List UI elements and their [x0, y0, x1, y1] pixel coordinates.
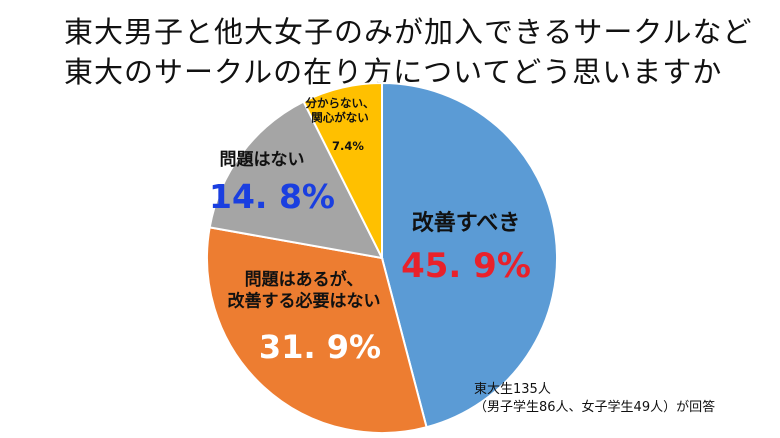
slice-no-need: [206, 226, 428, 434]
chart-title: 東大男子と他大女子のみが加入できるサークルなど 東大のサークルの在り方についてど…: [64, 12, 764, 92]
slice-no-problem-value: 14. 8%: [209, 177, 335, 216]
slice-no-problem-label: 問題はない: [220, 150, 305, 170]
slice-improve-label: 改善すべき: [412, 210, 520, 236]
slice-no-need-value: 31. 9%: [259, 328, 381, 366]
slice-no-problem: [208, 100, 384, 260]
slice-improve-value: 45. 9%: [401, 246, 531, 286]
slice-no-need-label: 問題はあるが、改善する必要はない: [228, 269, 381, 311]
title-line-1: 東大男子と他大女子のみが加入できるサークルなど: [64, 15, 753, 49]
slice-unknown-label: 分からない、関心がない: [306, 96, 375, 124]
respondent-count: 東大生135人: [474, 382, 551, 397]
slice-improve: [381, 81, 559, 429]
slice-unknown: [302, 81, 383, 259]
respondent-breakdown: （男子学生86人、女子学生49人）が回答: [474, 400, 716, 415]
respondent-note: 東大生135人 （男子学生86人、女子学生49人）が回答: [474, 381, 715, 417]
slice-unknown-value: 7.4%: [332, 139, 364, 153]
